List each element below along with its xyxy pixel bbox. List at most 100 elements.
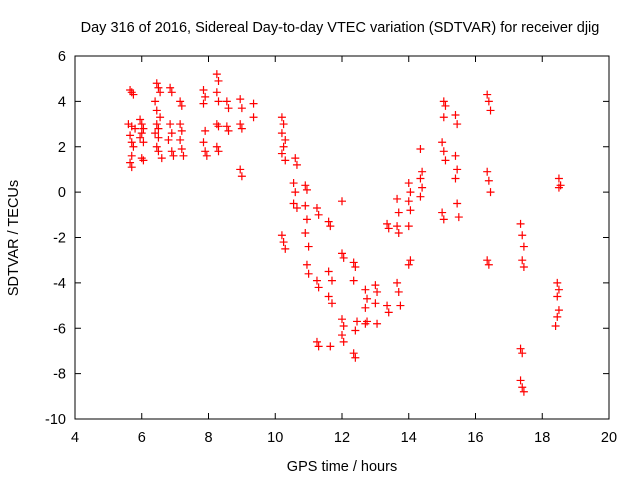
x-tick-label: 16 — [467, 430, 483, 446]
data-point — [201, 92, 210, 101]
data-point — [338, 249, 346, 258]
data-point — [394, 228, 403, 237]
data-point — [324, 217, 333, 226]
x-tick-label: 8 — [204, 430, 212, 446]
data-point — [553, 292, 562, 301]
data-point — [136, 115, 145, 124]
data-series — [124, 70, 565, 396]
data-point — [363, 294, 372, 303]
data-point — [291, 154, 300, 163]
data-point — [292, 204, 301, 213]
data-point — [177, 126, 186, 135]
data-point — [394, 287, 403, 296]
data-point — [339, 253, 348, 262]
x-tick-label: 10 — [267, 430, 283, 446]
data-point — [484, 176, 493, 185]
data-point — [349, 258, 358, 267]
x-tick-label: 4 — [71, 430, 79, 446]
data-point — [404, 260, 413, 269]
data-point — [222, 122, 231, 131]
data-point — [277, 149, 286, 158]
y-axis-label: SDTVAR / TECUs — [6, 180, 22, 296]
data-point — [212, 88, 221, 97]
data-point — [179, 151, 188, 160]
data-point — [166, 120, 175, 129]
data-point — [212, 142, 221, 151]
data-point — [453, 120, 462, 129]
data-point — [214, 147, 223, 156]
data-point — [324, 292, 333, 301]
data-point — [214, 76, 223, 85]
data-point — [152, 120, 161, 129]
y-tick-label: -10 — [45, 412, 66, 428]
x-axis-label: GPS time / hours — [287, 459, 397, 475]
data-point — [154, 124, 163, 133]
y-tick-label: -2 — [53, 231, 66, 247]
data-point — [393, 278, 402, 287]
data-point — [483, 90, 492, 99]
data-point — [139, 138, 148, 147]
data-point — [277, 129, 286, 138]
data-point — [418, 167, 427, 176]
data-point — [202, 151, 211, 160]
data-point — [484, 260, 493, 269]
data-point — [176, 120, 185, 129]
data-point — [326, 222, 335, 231]
x-tick-label: 14 — [401, 430, 417, 446]
data-point — [418, 183, 427, 192]
data-point — [127, 151, 136, 160]
data-point — [394, 208, 403, 217]
y-tick-label: 2 — [58, 140, 66, 156]
data-point — [361, 319, 370, 328]
data-point — [554, 306, 563, 315]
data-point — [151, 129, 160, 138]
data-point — [126, 158, 135, 167]
y-tick-label: -8 — [53, 367, 66, 383]
data-point — [236, 95, 245, 104]
data-point — [214, 122, 223, 131]
data-point — [551, 321, 560, 330]
data-point — [152, 142, 161, 151]
data-point — [518, 256, 527, 265]
y-tick-label: 4 — [58, 94, 66, 110]
y-tick-label: 0 — [58, 185, 66, 201]
data-point — [516, 344, 525, 353]
data-point — [439, 147, 448, 156]
y-axis: -10 -8 -6 -4 -2 0 2 4 6 — [45, 49, 609, 428]
data-point — [361, 303, 370, 312]
data-point — [519, 262, 528, 271]
data-point — [314, 283, 323, 292]
data-point — [154, 83, 163, 92]
data-point — [167, 129, 176, 138]
data-point — [279, 238, 288, 247]
data-point — [129, 142, 138, 151]
data-point — [326, 342, 335, 351]
data-point — [289, 199, 298, 208]
data-point — [136, 133, 145, 142]
data-point — [416, 192, 425, 201]
data-point — [277, 113, 286, 122]
data-point — [484, 97, 493, 106]
data-point — [349, 349, 358, 358]
data-point — [177, 101, 186, 110]
data-point — [351, 262, 360, 271]
x-tick-label: 18 — [534, 430, 550, 446]
data-point — [393, 194, 402, 203]
data-point — [151, 97, 160, 106]
data-point — [516, 219, 525, 228]
data-point — [553, 278, 562, 287]
data-point — [312, 204, 321, 213]
data-point — [289, 179, 298, 188]
data-point — [199, 99, 208, 108]
data-point — [518, 231, 527, 240]
data-point — [554, 174, 563, 183]
data-point — [156, 113, 165, 122]
data-point — [349, 276, 358, 285]
data-point — [483, 167, 492, 176]
data-point — [237, 124, 246, 133]
data-point — [291, 188, 300, 197]
data-point — [222, 97, 231, 106]
data-point — [302, 215, 311, 224]
data-point — [439, 113, 448, 122]
